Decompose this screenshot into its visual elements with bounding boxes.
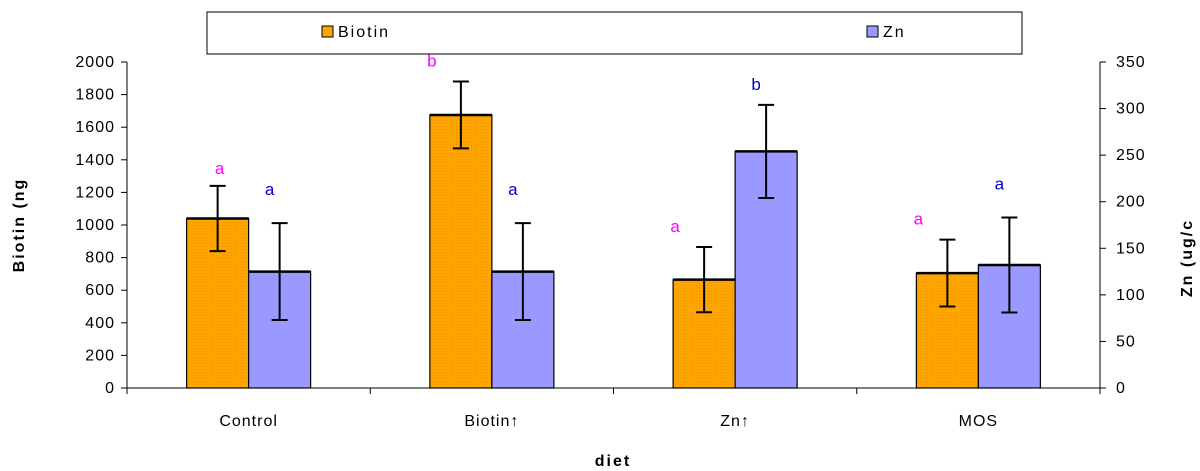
legend-label-zn: Zn: [883, 24, 906, 41]
bar-biotin: [429, 114, 493, 389]
left-tick-label: 0: [105, 380, 115, 397]
plot-area: 0 200 400 600 800 1000 1200 1400 1600 1800 2000 0 50…: [75, 52, 1146, 430]
left-tick-label: 1800: [75, 87, 115, 104]
significance-label: a: [215, 159, 225, 178]
significance-label: a: [508, 180, 518, 199]
left-tick-label: 1400: [75, 152, 115, 169]
right-tick-label: 0: [1116, 380, 1126, 397]
right-tick-label: 50: [1116, 333, 1136, 350]
right-tick-label: 300: [1116, 101, 1146, 118]
category-label: Zn↑: [720, 413, 750, 430]
right-tick-label: 150: [1116, 240, 1146, 257]
right-tick-label: 350: [1116, 54, 1146, 71]
left-tick-label: 2000: [75, 54, 115, 71]
significance-label: b: [427, 52, 436, 71]
left-tick-label: 600: [85, 282, 115, 299]
left-tick-label: 200: [85, 347, 115, 364]
significance-label: a: [265, 180, 275, 199]
category-label: Biotin↑: [464, 413, 519, 430]
significance-label: a: [914, 210, 924, 229]
legend-swatch-biotin: [321, 25, 334, 38]
left-axis-title: Biotin (ng: [11, 178, 28, 273]
left-tick-label: 1600: [75, 119, 115, 136]
right-tick-label: 100: [1116, 287, 1146, 304]
legend-swatch-zn: [866, 25, 879, 38]
left-tick-label: 1200: [75, 184, 115, 201]
significance-label: b: [751, 75, 760, 94]
right-tick-label: 200: [1116, 194, 1146, 211]
left-tick-label: 1000: [75, 217, 115, 234]
left-tick-label: 400: [85, 315, 115, 332]
left-tick-label: 800: [85, 250, 115, 267]
category-label: MOS: [959, 413, 998, 430]
legend: Biotin Zn: [206, 11, 1023, 55]
legend-box: [206, 11, 1023, 55]
right-axis-title: Zn (ug/c: [1179, 219, 1196, 297]
right-tick-label: 250: [1116, 147, 1146, 164]
significance-label: a: [995, 175, 1005, 194]
x-axis-title: diet: [595, 453, 631, 470]
category-label: Control: [219, 413, 278, 430]
legend-label-biotin: Biotin: [338, 24, 390, 41]
significance-label: a: [670, 217, 680, 236]
